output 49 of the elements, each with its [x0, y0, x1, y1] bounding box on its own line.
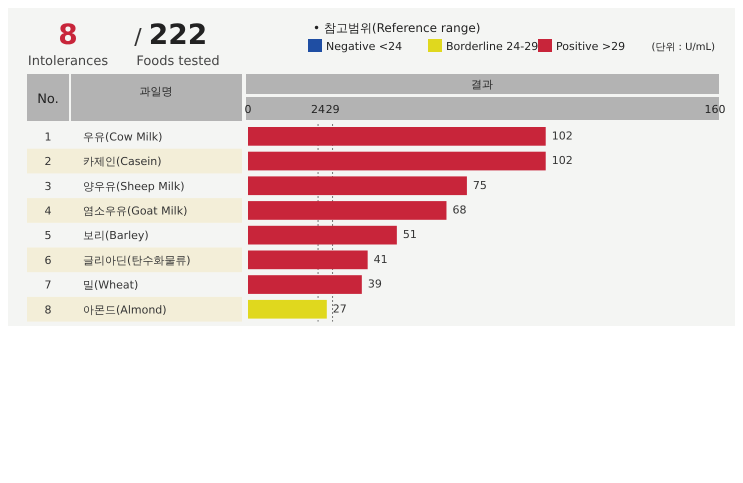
bar	[248, 250, 368, 270]
bar	[248, 127, 546, 146]
text: 5	[44, 229, 52, 242]
y-tick-label: 염소우유(Goat Milk)	[83, 204, 188, 218]
y-tick-label: 카제인(Casein)	[83, 155, 162, 168]
y-tick-label: 보리(Barley)	[83, 229, 149, 242]
bar	[248, 201, 446, 220]
text: 1	[44, 130, 52, 144]
x-tick-label: 29	[326, 103, 340, 116]
bar	[248, 152, 546, 170]
text: Intolerances	[28, 54, 108, 69]
data-label: 27	[332, 302, 347, 316]
bar	[248, 226, 397, 244]
bar	[248, 176, 467, 196]
bar	[248, 275, 362, 294]
text: 2	[44, 155, 52, 168]
x-tick-label: 160	[704, 103, 726, 116]
text: 7	[44, 278, 52, 292]
data-label: 39	[368, 278, 382, 291]
x-tick-label: 24	[311, 103, 326, 116]
y-axis-title: 과일명	[140, 85, 172, 98]
text: Foods tested	[136, 54, 220, 69]
y-tick-label: 우유(Cow Milk)	[83, 130, 162, 144]
text: 8	[58, 18, 78, 51]
text: 222	[148, 18, 208, 51]
x-axis-title: 결과	[471, 78, 493, 91]
data-label: 102	[552, 154, 573, 168]
legend-label: Negative <24	[326, 40, 402, 53]
y-tick-label: 아몬드(Almond)	[83, 303, 167, 316]
text: 3	[44, 180, 52, 193]
data-label: 41	[374, 252, 388, 266]
y-tick-label: 양우유(Sheep Milk)	[83, 180, 185, 193]
legend-label: Borderline 24-29	[446, 40, 538, 53]
y-tick-label: 밀(Wheat)	[83, 278, 138, 292]
text: (단위 : U/mL)	[651, 42, 716, 53]
y-tick-label: 글리아딘(탄수화물류)	[83, 254, 191, 267]
text: 6	[44, 254, 52, 267]
bar	[248, 300, 327, 319]
text: /	[134, 25, 142, 50]
data-label: 102	[552, 129, 573, 142]
data-label: 68	[452, 203, 466, 216]
legend-title: • 참고범위(Reference range)	[313, 21, 480, 35]
data-label: 51	[402, 228, 417, 242]
text: 8	[44, 303, 52, 316]
x-tick-label: 0	[244, 103, 252, 116]
data-label: 75	[472, 178, 487, 192]
text: 4	[44, 204, 52, 218]
legend-label: Positive >29	[556, 40, 626, 53]
text: No.	[37, 92, 59, 107]
